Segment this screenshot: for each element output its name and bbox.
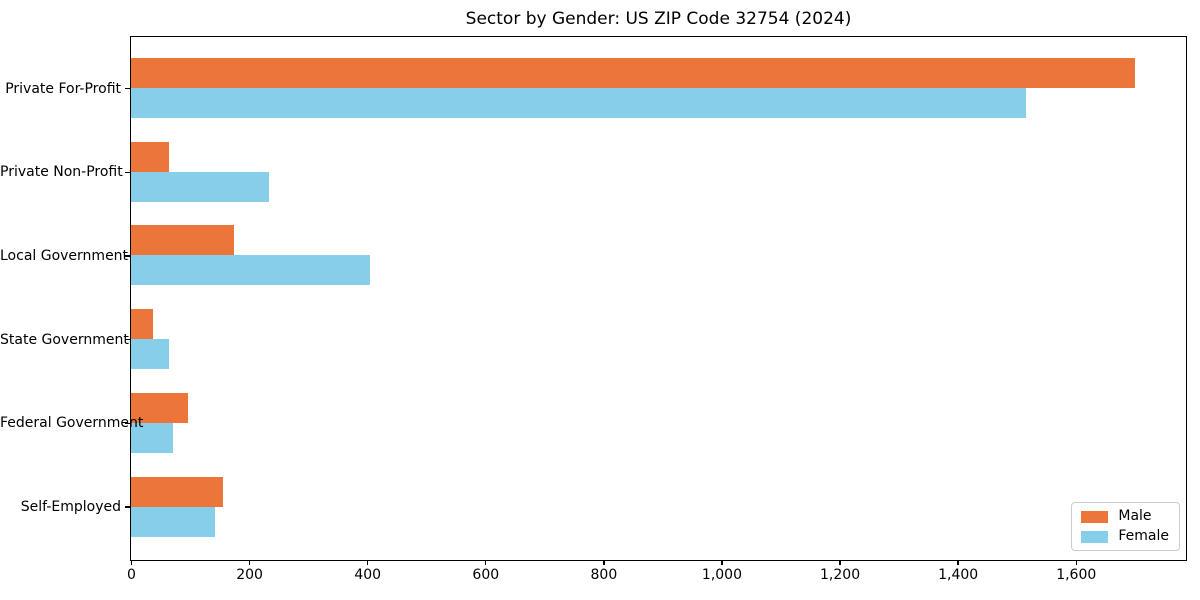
bar-male-private-non-profit: [131, 141, 169, 172]
y-tick-mark: [125, 338, 130, 341]
x-tick-label: 1,200: [820, 567, 861, 583]
x-tick-mark: [366, 561, 369, 565]
bar-female-self-employed: [131, 506, 216, 537]
male-swatch: [1081, 510, 1109, 523]
bar-male-state-government: [131, 309, 154, 340]
y-tick-label: Private Non-Profit: [0, 164, 123, 181]
y-tick-label: State Government: [0, 331, 129, 348]
legend: Male Female: [1071, 502, 1180, 551]
y-tick-mark: [125, 255, 130, 257]
bar-male-private-for-profit: [131, 58, 1135, 88]
bar-male-self-employed: [131, 476, 223, 507]
x-tick-mark: [485, 561, 487, 565]
bars-layer: [131, 37, 1186, 560]
y-tick-label: Self-Employed: [20, 499, 121, 515]
female-swatch: [1081, 530, 1109, 543]
x-tick-label: 200: [236, 567, 263, 583]
legend-item-male: Male: [1081, 509, 1169, 524]
bar-female-private-non-profit: [131, 171, 270, 202]
legend-label-male: Male: [1118, 508, 1152, 524]
x-tick-label: 1,000: [701, 567, 743, 583]
y-tick-mark: [125, 87, 130, 90]
bar-female-federal-government: [131, 422, 173, 453]
x-tick-mark: [130, 561, 133, 565]
x-tick-mark: [957, 561, 959, 565]
bar-male-federal-government: [131, 392, 188, 423]
legend-item-female: Female: [1081, 529, 1169, 544]
y-tick-label: Local Government: [0, 247, 129, 264]
plot-area: Male Female: [130, 36, 1187, 561]
legend-label-female: Female: [1118, 528, 1169, 544]
bar-female-private-for-profit: [131, 88, 1026, 118]
x-tick-label: 400: [354, 567, 382, 583]
bar-female-state-government: [131, 339, 170, 370]
y-tick-label: Federal Government: [0, 415, 144, 432]
bar-male-local-government: [131, 225, 235, 256]
x-tick-label: 1,600: [1056, 567, 1097, 583]
y-tick-mark: [125, 422, 130, 424]
x-tick-mark: [1075, 561, 1077, 565]
x-tick-mark: [603, 561, 605, 565]
x-tick-mark: [839, 561, 841, 565]
x-tick-label: 800: [590, 567, 618, 583]
x-tick-label: 1,400: [938, 567, 979, 583]
y-tick-label: Private For-Profit: [5, 80, 121, 97]
y-tick-mark: [125, 171, 130, 173]
x-tick-mark: [721, 561, 723, 565]
chart-title: Sector by Gender: US ZIP Code 32754 (202…: [465, 9, 852, 29]
x-tick-label: 0: [127, 567, 136, 583]
bar-female-local-government: [131, 255, 370, 286]
x-tick-mark: [248, 561, 251, 565]
y-tick-mark: [125, 506, 130, 508]
x-tick-label: 600: [472, 567, 500, 583]
